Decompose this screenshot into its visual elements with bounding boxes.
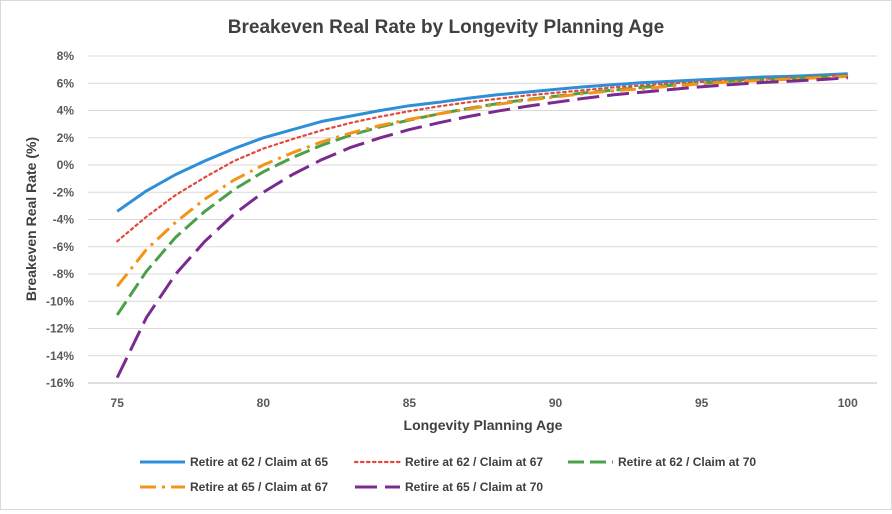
series-line-4 [116, 74, 848, 288]
grid-lines [88, 55, 877, 384]
y-tick-label: 2% [57, 131, 75, 145]
series-line-5 [115, 76, 848, 379]
series-line-1 [116, 72, 848, 213]
y-axis-title: Breakeven Real Rate (%) [23, 137, 39, 301]
x-tick-label: 80 [257, 396, 271, 410]
y-tick-label: -2% [53, 185, 75, 199]
y-tick-label: -14% [46, 349, 74, 363]
series-lines [115, 72, 849, 379]
x-tick-label: 100 [838, 396, 858, 410]
x-tick-label: 85 [403, 396, 417, 410]
y-tick-label: -6% [53, 240, 75, 254]
y-tick-label: 6% [57, 76, 75, 90]
y-tick-label: -16% [46, 376, 74, 390]
x-tick-label: 75 [111, 396, 125, 410]
x-tick-label: 95 [695, 396, 709, 410]
chart-title: Breakeven Real Rate by Longevity Plannin… [228, 17, 664, 38]
x-axis-title: Longevity Planning Age [404, 417, 563, 433]
legend: Retire at 62 / Claim at 65 Retire at 62 /… [140, 455, 756, 494]
y-tick-label: -4% [53, 213, 75, 227]
y-tick-label: 8% [57, 49, 75, 63]
legend-label: Retire at 62 / Claim at 70 [618, 455, 756, 469]
series-line-3 [115, 74, 848, 316]
legend-label: Retire at 62 / Claim at 67 [405, 455, 543, 469]
y-tick-label: -8% [53, 267, 75, 281]
y-tick-label: 4% [57, 104, 75, 118]
y-tick-label: -10% [46, 294, 74, 308]
y-axis-ticks: 8% 6% 4% 2% 0% -2% -4% -6% -8% -10% -12% -14% -16% [46, 49, 74, 390]
y-tick-label: 0% [57, 158, 75, 172]
y-tick-label: -12% [46, 322, 74, 336]
series-line-2 [116, 73, 849, 243]
legend-label: Retire at 65 / Claim at 70 [405, 480, 543, 494]
x-axis-ticks: 75 80 85 90 95 100 [111, 396, 859, 410]
x-tick-label: 90 [549, 396, 563, 410]
legend-label: Retire at 65 / Claim at 67 [190, 480, 328, 494]
legend-label: Retire at 62 / Claim at 65 [190, 455, 328, 469]
